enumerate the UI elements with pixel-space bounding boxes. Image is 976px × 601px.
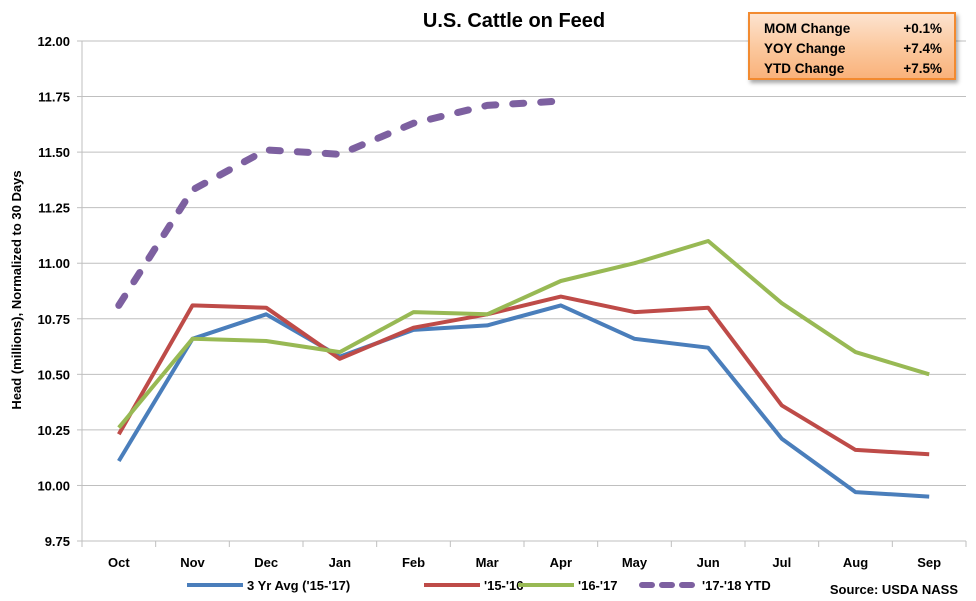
x-tick-label: Feb — [402, 555, 425, 570]
y-tick-label: 10.25 — [37, 423, 70, 438]
stat-row-mom: MOM Change +0.1% — [764, 19, 942, 39]
x-tick-label: Mar — [476, 555, 499, 570]
y-tick-label: 11.50 — [38, 145, 70, 160]
series-line-15-16 — [117, 294, 930, 457]
x-tick-label: May — [622, 555, 648, 570]
stat-row-yoy: YOY Change +7.4% — [764, 39, 942, 59]
stat-row-ytd: YTD Change +7.5% — [764, 59, 942, 79]
x-tick-label: Aug — [843, 555, 868, 570]
stat-value: +7.4% — [903, 41, 942, 56]
y-axis-label: Head (millions), Normalized to 30 Days — [9, 170, 24, 409]
x-tick-label: Oct — [108, 555, 130, 570]
axes — [77, 40, 967, 547]
series-line-16-17 — [117, 239, 930, 429]
x-tick-label: Jan — [329, 555, 351, 570]
legend-label: '17-'18 YTD — [702, 578, 771, 593]
y-tick-label: 10.00 — [37, 478, 70, 493]
stat-value: +7.5% — [903, 61, 942, 76]
x-tick-label: Dec — [254, 555, 278, 570]
stat-value: +0.1% — [903, 21, 942, 36]
y-tick-label: 10.75 — [37, 312, 70, 327]
series-line-3-yr-avg-15-17 — [117, 303, 930, 499]
series-lines — [115, 97, 930, 499]
x-tick-label: Jul — [772, 555, 791, 570]
legend-label: '15-'16 — [484, 578, 523, 593]
y-tick-label: 11.25 — [38, 201, 70, 216]
legend: 3 Yr Avg ('15-'17) '15-'16 '16-'17 '17-'18 … — [187, 578, 771, 593]
legend-label: 3 Yr Avg ('15-'17) — [247, 578, 350, 593]
y-tick-label: 10.50 — [37, 367, 70, 382]
stat-label: YOY Change — [764, 41, 846, 56]
change-stats-box: MOM Change +0.1% YOY Change +7.4% YTD Ch… — [748, 12, 956, 80]
y-axis-ticks: 12.00 11.75 11.50 11.25 11.00 10.75 10.50 10.25… — [37, 34, 70, 549]
stat-label: YTD Change — [764, 61, 845, 76]
chart-title: U.S. Cattle on Feed — [423, 10, 605, 32]
legend-label: '16-'17 — [578, 578, 617, 593]
x-axis-ticks: Oct Nov Dec Jan Feb Mar Apr May Jun Jul Aug Sep — [108, 555, 941, 570]
x-tick-label: Jun — [697, 555, 720, 570]
y-tick-label: 11.75 — [38, 90, 70, 105]
series-line-17-18-ytd — [115, 97, 565, 309]
stat-label: MOM Change — [764, 21, 851, 36]
y-tick-label: 11.00 — [38, 256, 70, 271]
y-tick-label: 12.00 — [37, 34, 70, 49]
x-tick-label: Apr — [550, 555, 572, 570]
gridlines — [82, 40, 966, 486]
x-tick-label: Nov — [180, 555, 205, 570]
source-annotation: Source: USDA NASS — [830, 582, 958, 597]
x-tick-label: Sep — [917, 555, 941, 570]
y-tick-label: 9.75 — [45, 534, 70, 549]
